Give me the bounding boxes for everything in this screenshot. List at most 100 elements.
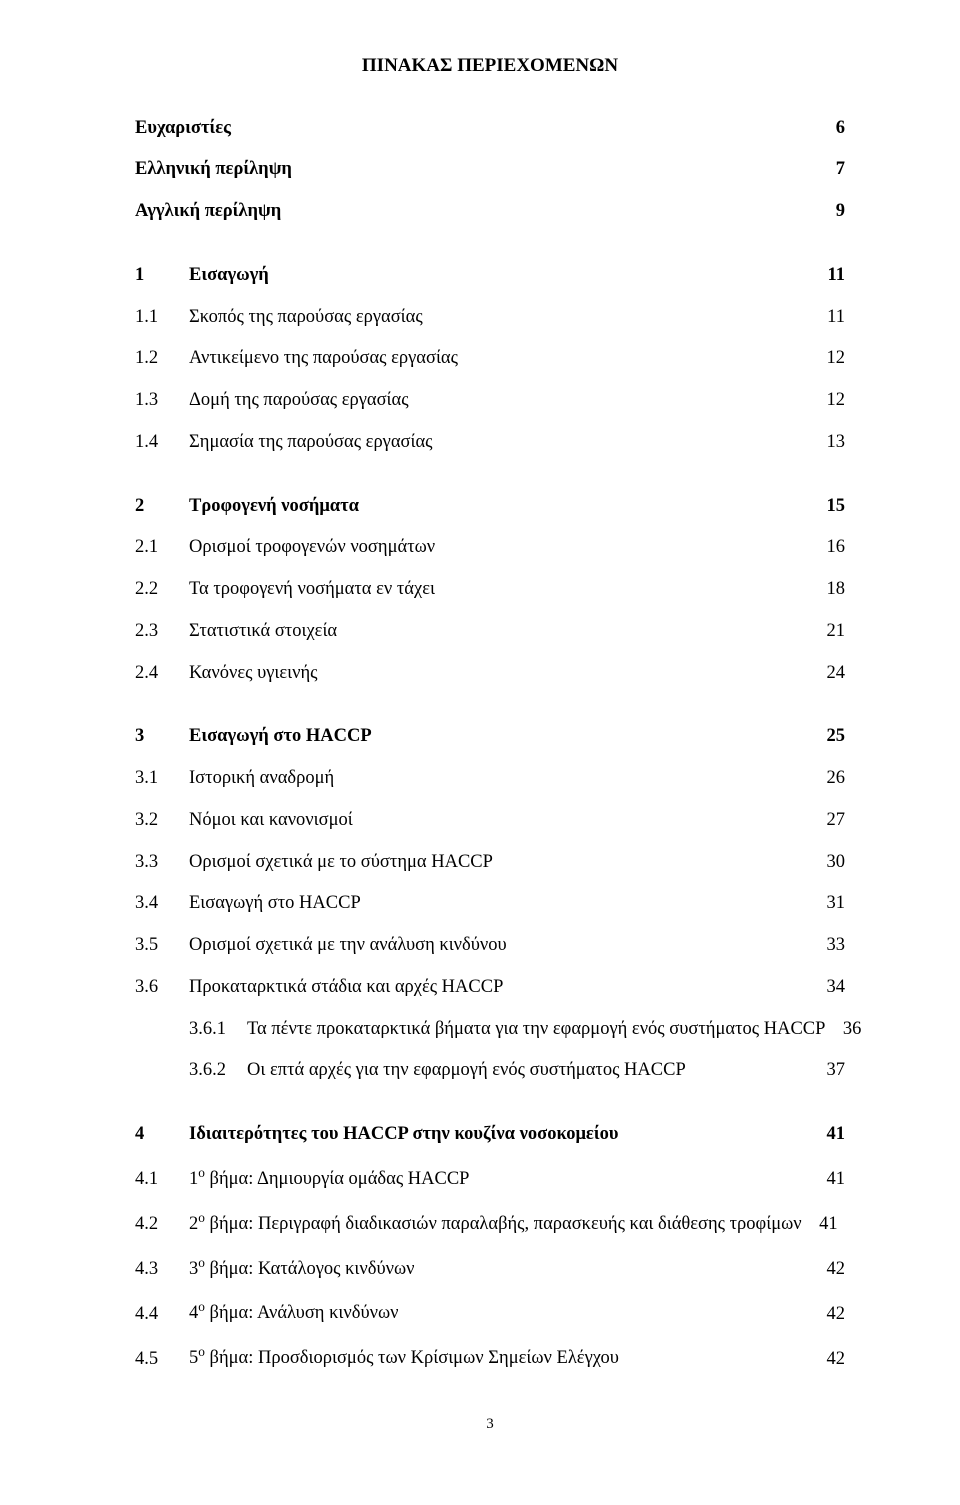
- toc-entry: 3.1Ιστορική αναδρομή26: [135, 765, 845, 793]
- toc-entry-label: Στατιστικά στοιχεία: [189, 618, 337, 646]
- toc-entry-number: 3: [135, 723, 189, 751]
- toc-entry-page: 12: [817, 387, 845, 415]
- toc-entry: 3.6.2Οι επτά αρχές για την εφαρμογή ενός…: [135, 1057, 845, 1085]
- toc-entry-page: 25: [817, 723, 845, 751]
- toc-entry-label: Ευχαριστίες: [135, 115, 231, 143]
- toc-entry: 4.55ο βήμα: Προσδιορισμός των Κρίσιμων Σ…: [135, 1342, 845, 1373]
- toc-entry-page: 11: [817, 304, 845, 332]
- toc-entry-number: 2: [135, 493, 189, 521]
- toc-entry-number: 3.6.1: [135, 1016, 247, 1044]
- toc-entry-page: 33: [817, 932, 845, 960]
- toc-entry-number: 3.6.2: [135, 1057, 247, 1085]
- toc-entry-label: 1ο βήμα: Δημιουργία ομάδας HACCP: [189, 1163, 469, 1194]
- toc-entry-label: Εισαγωγή: [189, 262, 269, 290]
- toc-entry-label: Τροφογενή νοσήματα: [189, 493, 359, 521]
- toc-entry-number: 3.5: [135, 932, 189, 960]
- toc-entry-number: 4.3: [135, 1256, 189, 1284]
- toc-entry-page: 34: [817, 974, 845, 1002]
- toc-entry-page: 12: [817, 345, 845, 373]
- toc-entry: 1.3Δομή της παρούσας εργασίας 12: [135, 387, 845, 415]
- toc-entry-page: 30: [817, 849, 845, 877]
- toc-entry-page: 41: [810, 1211, 838, 1239]
- toc-entry-label: Σημασία της παρούσας εργασίας: [189, 429, 433, 457]
- toc-entry-page: 42: [817, 1301, 845, 1329]
- toc-entry-label: Αγγλική περίληψη: [135, 198, 281, 226]
- toc-title: ΠΙΝΑΚΑΣ ΠΕΡΙΕΧΟΜΕΝΩΝ: [135, 52, 845, 81]
- toc-entry-page: 37: [817, 1057, 845, 1085]
- toc-entry-number: 3.1: [135, 765, 189, 793]
- toc-entry-label: Ελληνική περίληψη: [135, 156, 292, 184]
- toc-entry: 3.4Εισαγωγή στο HACCP31: [135, 890, 845, 918]
- toc-entry: 3.5Ορισμοί σχετικά με την ανάλυση κινδύν…: [135, 932, 845, 960]
- toc-entry-page: 18: [817, 576, 845, 604]
- toc-entry-number: 3.6: [135, 974, 189, 1002]
- toc-entry: 1.4Σημασία της παρούσας εργασίας13: [135, 429, 845, 457]
- toc-entry-number: 2.3: [135, 618, 189, 646]
- toc-entry-label: Ορισμοί τροφογενών νοσημάτων: [189, 534, 435, 562]
- toc-entry-page: 27: [817, 807, 845, 835]
- toc-entry-number: 1: [135, 262, 189, 290]
- toc-entry-page: 16: [817, 534, 845, 562]
- toc-entry: 2.1Ορισμοί τροφογενών νοσημάτων 16: [135, 534, 845, 562]
- toc-entry: 1.1Σκοπός της παρούσας εργασίας 11: [135, 304, 845, 332]
- toc-entry: 1.2Αντικείμενο της παρούσας εργασίας12: [135, 345, 845, 373]
- toc-body: Ευχαριστίες6 Ελληνική περίληψη 7 Αγγλική πε…: [135, 115, 845, 1374]
- toc-entry: 3.2Νόμοι και κανονισμοί27: [135, 807, 845, 835]
- toc-entry-label: Δομή της παρούσας εργασίας: [189, 387, 409, 415]
- toc-entry-number: 2.4: [135, 660, 189, 688]
- toc-entry-page: 7: [817, 156, 845, 184]
- toc-entry-number: 2.1: [135, 534, 189, 562]
- toc-entry-label: 2ο βήμα: Περιγραφή διαδικασιών παραλαβής…: [189, 1208, 802, 1239]
- toc-entry-number: 1.1: [135, 304, 189, 332]
- toc-entry-number: 1.4: [135, 429, 189, 457]
- toc-entry-page: 41: [817, 1121, 845, 1149]
- toc-entry-label: Σκοπός της παρούσας εργασίας: [189, 304, 423, 332]
- toc-entry-number: 4.4: [135, 1301, 189, 1329]
- toc-entry-label: Οι επτά αρχές για την εφαρμογή ενός συστ…: [247, 1057, 686, 1085]
- toc-entry: 4.33ο βήμα: Κατάλογος κινδύνων 42: [135, 1253, 845, 1284]
- toc-entry-number: 4.2: [135, 1211, 189, 1239]
- toc-entry-label: Προκαταρκτικά στάδια και αρχές HACCP: [189, 974, 503, 1002]
- toc-entry-page: 36: [833, 1016, 861, 1044]
- toc-entry: 3.6Προκαταρκτικά στάδια και αρχές HACCP 3…: [135, 974, 845, 1002]
- toc-entry-page: 26: [817, 765, 845, 793]
- toc-entry-page: 41: [817, 1166, 845, 1194]
- toc-entry: 2.2Τα τροφογενή νοσήματα εν τάχει 18: [135, 576, 845, 604]
- toc-entry-page: 42: [817, 1346, 845, 1374]
- toc-entry-label: Κανόνες υγιεινής: [189, 660, 318, 688]
- toc-entry-number: 4.1: [135, 1166, 189, 1194]
- toc-entry: 1Εισαγωγή 11: [135, 262, 845, 290]
- toc-entry: 2.4Κανόνες υγιεινής 24: [135, 660, 845, 688]
- toc-entry-label: 4ο βήμα: Ανάλυση κινδύνων: [189, 1297, 399, 1328]
- toc-entry: 3Εισαγωγή στο HACCP 25: [135, 723, 845, 751]
- toc-entry-label: Εισαγωγή στο HACCP: [189, 890, 361, 918]
- toc-entry: Αγγλική περίληψη 9: [135, 198, 845, 226]
- toc-entry-page: 24: [817, 660, 845, 688]
- toc-entry-label: Ορισμοί σχετικά με την ανάλυση κινδύνου: [189, 932, 507, 960]
- toc-entry-label: Τα τροφογενή νοσήματα εν τάχει: [189, 576, 435, 604]
- toc-entry-label: Εισαγωγή στο HACCP: [189, 723, 372, 751]
- toc-entry: 3.6.1Τα πέντε προκαταρκτικά βήματα για τ…: [135, 1016, 845, 1044]
- toc-entry: Ευχαριστίες6: [135, 115, 845, 143]
- toc-entry-number: 2.2: [135, 576, 189, 604]
- toc-entry-page: 11: [817, 262, 845, 290]
- toc-entry: 2Τροφογενή νοσήματα 15: [135, 493, 845, 521]
- toc-entry-label: Τα πέντε προκαταρκτικά βήματα για την εφ…: [247, 1016, 825, 1044]
- toc-entry-number: 1.3: [135, 387, 189, 415]
- toc-entry-label: Ιδιαιτερότητες του HACCP στην κουζίνα νο…: [189, 1121, 618, 1149]
- toc-entry-page: 42: [817, 1256, 845, 1284]
- toc-entry: 3.3Ορισμοί σχετικά με το σύστημα HACCP30: [135, 849, 845, 877]
- toc-entry-page: 15: [817, 493, 845, 521]
- toc-entry-page: 9: [817, 198, 845, 226]
- toc-entry: 2.3Στατιστικά στοιχεία21: [135, 618, 845, 646]
- toc-entry-label: Ορισμοί σχετικά με το σύστημα HACCP: [189, 849, 493, 877]
- toc-entry: 4.11ο βήμα: Δημιουργία ομάδας HACCP 41: [135, 1163, 845, 1194]
- toc-entry: Ελληνική περίληψη 7: [135, 156, 845, 184]
- toc-entry-number: 3.2: [135, 807, 189, 835]
- toc-entry-number: 1.2: [135, 345, 189, 373]
- toc-entry-label: 3ο βήμα: Κατάλογος κινδύνων: [189, 1253, 415, 1284]
- toc-entry: 4Ιδιαιτερότητες του HACCP στην κουζίνα ν…: [135, 1121, 845, 1149]
- toc-entry: 4.22ο βήμα: Περιγραφή διαδικασιών παραλα…: [135, 1208, 845, 1239]
- page-number: 3: [135, 1413, 845, 1436]
- toc-entry-number: 4: [135, 1121, 189, 1149]
